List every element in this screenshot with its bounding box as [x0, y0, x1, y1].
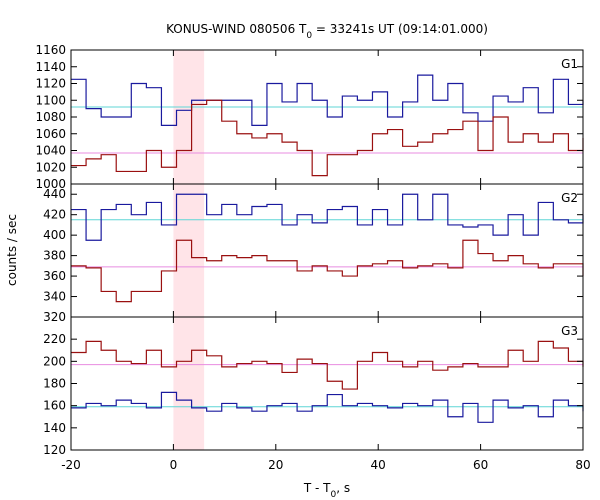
y-tick-label: 1020 — [35, 160, 66, 174]
y-tick-label: 1160 — [35, 43, 66, 57]
y-tick-label: 1080 — [35, 110, 66, 124]
x-tick-label: 60 — [473, 458, 488, 472]
y-tick-label: 1100 — [35, 93, 66, 107]
y-tick-label: 120 — [43, 443, 66, 457]
x-tick-label: 0 — [170, 458, 178, 472]
y-tick-label: 200 — [43, 354, 66, 368]
y-tick-label: 1120 — [35, 77, 66, 91]
y-tick-label: 360 — [43, 269, 66, 283]
panel-g1: 1000 1020 1040 1060 1080 1100 1120 1140 1160 G1 — [35, 43, 584, 191]
highlight-band — [173, 50, 205, 450]
panel-frame — [70, 183, 584, 318]
panel-label-g3: G3 — [561, 324, 578, 338]
y-tick-label: 420 — [43, 208, 66, 222]
x-tick-label: 80 — [575, 458, 590, 472]
y-tick-label: 380 — [43, 249, 66, 263]
chart-title: KONUS-WIND 080506 T0 = 33241s UT (09:14:… — [166, 22, 488, 41]
y-tick-label: 140 — [43, 421, 66, 435]
y-tick-label: 1040 — [35, 144, 66, 158]
y-tick-label: 160 — [43, 399, 66, 413]
y-tick-label: 1060 — [35, 127, 66, 141]
panel-g2: 320 340 360 380 400 420 440 G2 — [43, 183, 584, 324]
y-tick-label: 320 — [43, 310, 66, 324]
y-axis-label: counts / sec — [5, 214, 19, 286]
series-blue-g1 — [71, 74, 584, 126]
series-blue-g2 — [71, 193, 584, 241]
x-tick-label: -20 — [61, 458, 81, 472]
x-tick-label: 40 — [371, 458, 386, 472]
x-axis-label: T - T0, s — [303, 481, 350, 500]
y-tick-label: 1140 — [35, 60, 66, 74]
y-tick-label: 440 — [43, 187, 66, 201]
series-blue-g3 — [71, 391, 584, 423]
series-red-g3 — [71, 340, 584, 390]
series-red-g2 — [71, 239, 584, 303]
panel-label-g1: G1 — [561, 57, 578, 71]
y-tick-label: 340 — [43, 290, 66, 304]
y-tick-label: 220 — [43, 332, 66, 346]
x-tick-label: 20 — [268, 458, 283, 472]
y-tick-label: 1000 — [35, 177, 66, 191]
y-tick-label: 180 — [43, 377, 66, 391]
panel-frame — [70, 316, 584, 451]
series-red-g1 — [71, 99, 584, 177]
panel-g3: 120 140 160 180 200 220 G3 — [43, 316, 584, 457]
panel-label-g2: G2 — [561, 191, 578, 205]
y-tick-label: 400 — [43, 228, 66, 242]
